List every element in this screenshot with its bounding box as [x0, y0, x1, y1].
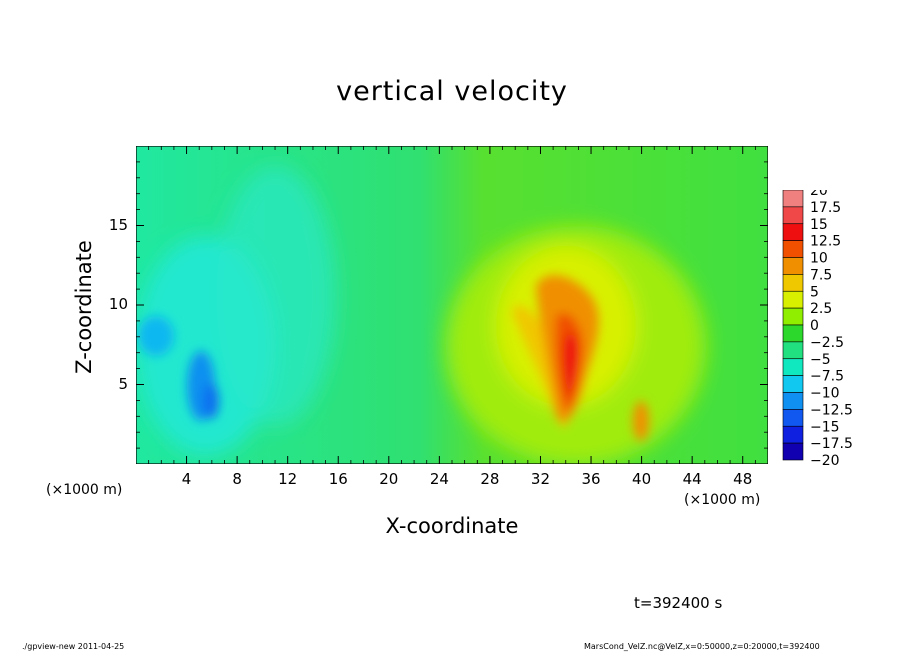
x-unit-label-left: (×1000 m) [46, 482, 123, 498]
x-tick-label: 40 [632, 470, 652, 488]
colorbar-cell [782, 425, 804, 444]
colorbar-cell [782, 324, 804, 343]
x-tick-label: 36 [581, 470, 601, 488]
colorbar-label: −15 [810, 419, 840, 435]
colorbar-label: −5 [810, 352, 831, 368]
colorbar-cell [782, 290, 804, 309]
colorbar-cell [782, 409, 804, 427]
x-tick-label: 8 [232, 470, 242, 488]
colorbar-cell [782, 358, 804, 376]
colorbar-label: 12.5 [810, 234, 841, 250]
colorbar-label: 2.5 [810, 301, 832, 317]
updraft-core [513, 275, 649, 441]
x-ticks [148, 146, 756, 464]
colorbar-label: 20 [810, 190, 828, 199]
colorbar-label: −10 [810, 386, 840, 402]
footer-right: MarsCond_VelZ.nc@VelZ,x=0:50000,z=0:2000… [584, 642, 820, 651]
colorbar-label: 10 [810, 251, 828, 267]
colorbar-cell [782, 274, 804, 292]
x-tick-label: 4 [181, 470, 192, 488]
colorbar-cell [782, 341, 804, 360]
colorbar-cell [782, 375, 804, 393]
colorbar-cell [782, 190, 804, 208]
colorbar-cell [782, 223, 804, 241]
x-tick-label: 20 [379, 470, 399, 488]
colorbar-cell [782, 257, 804, 275]
negative-region [136, 166, 336, 456]
colorbar-cell [782, 206, 804, 225]
time-label: t=392400 s [634, 594, 723, 612]
x-axis-label: X-coordinate [385, 514, 519, 538]
colorbar-cell [782, 307, 804, 326]
heatmap-plot [136, 146, 768, 464]
y-tick-label: 10 [108, 295, 128, 313]
y-ticks [136, 161, 768, 449]
colorbar-cell [782, 240, 804, 258]
y-tick-label: 15 [108, 215, 128, 234]
x-tick-label: 16 [328, 470, 348, 488]
colorbar-label: −20 [810, 453, 840, 466]
colorbar-label: 5 [810, 284, 819, 300]
x-tick-label: 12 [278, 470, 298, 488]
colorbar-label: 17.5 [810, 200, 841, 216]
footer-left: ./gpview-new 2011-04-25 [22, 642, 125, 651]
colorbar-label: 15 [810, 217, 828, 233]
strong-negative-region [138, 316, 219, 421]
x-tick-label: 32 [530, 470, 551, 488]
x-unit-label-right: (×1000 m) [684, 492, 761, 508]
colorbar: 2017.51512.5107.552.50−2.5−5−7.5−10−12.5… [782, 190, 853, 466]
y-tick-label: 5 [118, 374, 128, 393]
colorbar-label: −2.5 [810, 335, 844, 351]
colorbar-label: −7.5 [810, 369, 844, 385]
colorbar-cell [782, 442, 804, 461]
x-tick-label: 28 [480, 470, 500, 488]
colorbar-label: −12.5 [810, 402, 853, 418]
x-tick-label: 48 [733, 470, 753, 488]
x-tick-label: 24 [429, 470, 449, 488]
chart-title: vertical velocity [336, 76, 568, 107]
x-tick-label: 44 [682, 470, 702, 488]
colorbar-label: 0 [810, 318, 819, 334]
colorbar-label: 7.5 [810, 267, 832, 283]
colorbar-cell [782, 392, 804, 410]
colorbar-label: −17.5 [810, 436, 853, 452]
